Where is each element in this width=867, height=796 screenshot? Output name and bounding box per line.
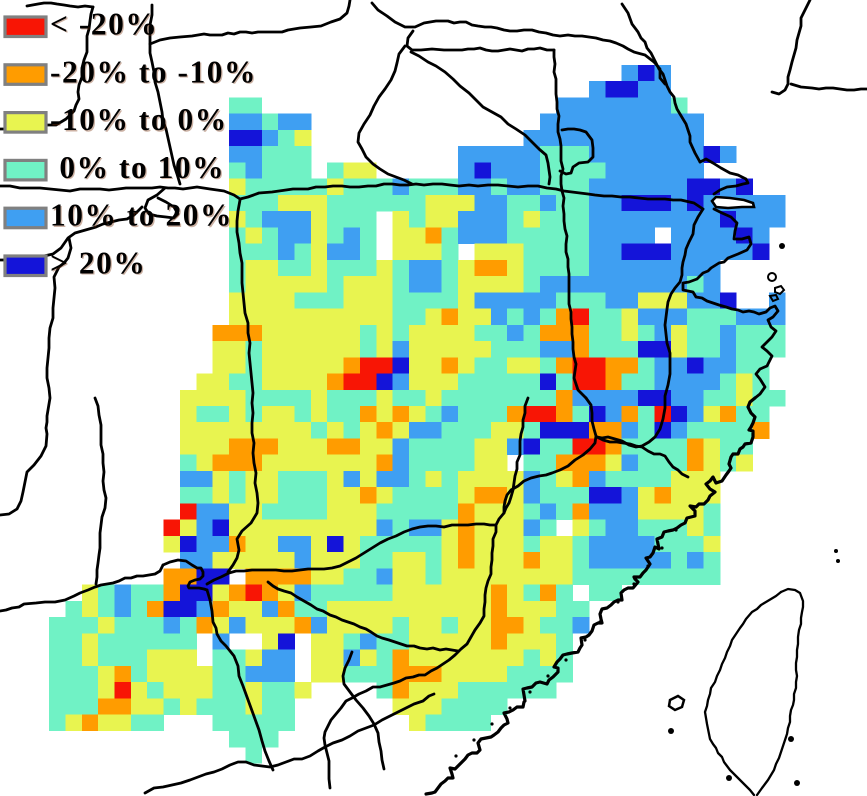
- svg-text:> 20%: > 20%: [50, 246, 146, 281]
- svg-text:< -20%: < -20%: [50, 7, 158, 42]
- svg-text:0% to 10%: 0% to 10%: [51, 151, 226, 186]
- svg-text:10% to 20%: 10% to 20%: [51, 199, 234, 234]
- svg-text:-10% to 0%: -10% to 0%: [50, 102, 228, 137]
- svg-text:0% to 10%: 0% to 10%: [50, 150, 225, 185]
- svg-text:10% to 20%: 10% to 20%: [50, 198, 233, 233]
- svg-text:-10% to 0%: -10% to 0%: [51, 103, 229, 138]
- svg-text:< -20%: < -20%: [51, 8, 159, 43]
- svg-text:-20% to -10%: -20% to -10%: [51, 56, 258, 91]
- svg-text:-20% to -10%: -20% to -10%: [50, 54, 257, 89]
- svg-text:> 20%: > 20%: [51, 247, 147, 282]
